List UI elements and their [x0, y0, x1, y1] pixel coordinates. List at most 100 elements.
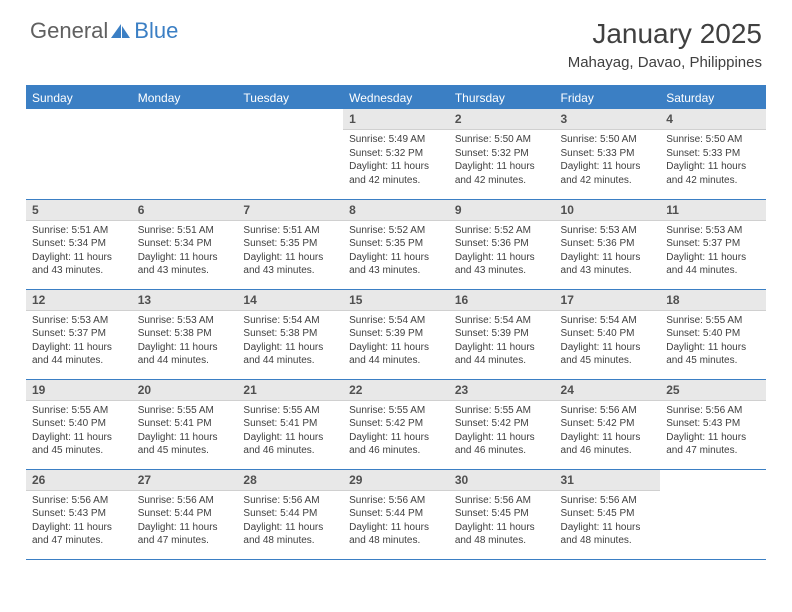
day-info: Sunrise: 5:51 AMSunset: 5:34 PMDaylight:…: [26, 221, 132, 282]
calendar-cell: 8Sunrise: 5:52 AMSunset: 5:35 PMDaylight…: [343, 199, 449, 289]
day-number: 30: [449, 470, 555, 491]
day-number: 8: [343, 200, 449, 221]
day-number: 21: [237, 380, 343, 401]
calendar-cell: .: [132, 109, 238, 199]
day-number: 5: [26, 200, 132, 221]
calendar-cell: 14Sunrise: 5:54 AMSunset: 5:38 PMDayligh…: [237, 289, 343, 379]
weekday-header: Saturday: [660, 86, 766, 109]
title-block: January 2025 Mahayag, Davao, Philippines: [568, 18, 762, 71]
brand-name-gray: General: [30, 18, 108, 44]
day-info: Sunrise: 5:56 AMSunset: 5:44 PMDaylight:…: [237, 491, 343, 552]
calendar-cell: 23Sunrise: 5:55 AMSunset: 5:42 PMDayligh…: [449, 379, 555, 469]
calendar-table: SundayMondayTuesdayWednesdayThursdayFrid…: [26, 85, 766, 560]
day-info: Sunrise: 5:50 AMSunset: 5:32 PMDaylight:…: [449, 130, 555, 191]
calendar-cell: 7Sunrise: 5:51 AMSunset: 5:35 PMDaylight…: [237, 199, 343, 289]
day-info: Sunrise: 5:55 AMSunset: 5:40 PMDaylight:…: [26, 401, 132, 462]
calendar-cell: .: [26, 109, 132, 199]
day-info: Sunrise: 5:49 AMSunset: 5:32 PMDaylight:…: [343, 130, 449, 191]
day-number: 10: [555, 200, 661, 221]
day-number: 11: [660, 200, 766, 221]
day-info: Sunrise: 5:53 AMSunset: 5:37 PMDaylight:…: [26, 311, 132, 372]
calendar-cell: 20Sunrise: 5:55 AMSunset: 5:41 PMDayligh…: [132, 379, 238, 469]
day-number: 17: [555, 290, 661, 311]
day-number: 29: [343, 470, 449, 491]
day-number: 1: [343, 109, 449, 130]
day-number: 25: [660, 380, 766, 401]
calendar-cell: 19Sunrise: 5:55 AMSunset: 5:40 PMDayligh…: [26, 379, 132, 469]
day-info: Sunrise: 5:50 AMSunset: 5:33 PMDaylight:…: [660, 130, 766, 191]
calendar-cell: .: [237, 109, 343, 199]
day-number: 2: [449, 109, 555, 130]
calendar-cell: 10Sunrise: 5:53 AMSunset: 5:36 PMDayligh…: [555, 199, 661, 289]
calendar-header-row: SundayMondayTuesdayWednesdayThursdayFrid…: [26, 86, 766, 109]
day-info: Sunrise: 5:55 AMSunset: 5:40 PMDaylight:…: [660, 311, 766, 372]
calendar-cell: 21Sunrise: 5:55 AMSunset: 5:41 PMDayligh…: [237, 379, 343, 469]
calendar-week-row: 26Sunrise: 5:56 AMSunset: 5:43 PMDayligh…: [26, 469, 766, 559]
day-info: Sunrise: 5:54 AMSunset: 5:39 PMDaylight:…: [449, 311, 555, 372]
day-info: Sunrise: 5:56 AMSunset: 5:45 PMDaylight:…: [555, 491, 661, 552]
day-number: 9: [449, 200, 555, 221]
weekday-header: Thursday: [449, 86, 555, 109]
day-info: Sunrise: 5:56 AMSunset: 5:44 PMDaylight:…: [132, 491, 238, 552]
calendar-cell: 30Sunrise: 5:56 AMSunset: 5:45 PMDayligh…: [449, 469, 555, 559]
calendar-cell: 13Sunrise: 5:53 AMSunset: 5:38 PMDayligh…: [132, 289, 238, 379]
day-info: Sunrise: 5:52 AMSunset: 5:35 PMDaylight:…: [343, 221, 449, 282]
calendar-cell: 24Sunrise: 5:56 AMSunset: 5:42 PMDayligh…: [555, 379, 661, 469]
day-info: Sunrise: 5:52 AMSunset: 5:36 PMDaylight:…: [449, 221, 555, 282]
calendar-week-row: 12Sunrise: 5:53 AMSunset: 5:37 PMDayligh…: [26, 289, 766, 379]
day-info: Sunrise: 5:56 AMSunset: 5:43 PMDaylight:…: [660, 401, 766, 462]
calendar-week-row: ...1Sunrise: 5:49 AMSunset: 5:32 PMDayli…: [26, 109, 766, 199]
day-number: 19: [26, 380, 132, 401]
calendar-cell: 9Sunrise: 5:52 AMSunset: 5:36 PMDaylight…: [449, 199, 555, 289]
day-number: 18: [660, 290, 766, 311]
day-number: 22: [343, 380, 449, 401]
day-number: 24: [555, 380, 661, 401]
calendar-week-row: 5Sunrise: 5:51 AMSunset: 5:34 PMDaylight…: [26, 199, 766, 289]
day-number: 26: [26, 470, 132, 491]
calendar-cell: 11Sunrise: 5:53 AMSunset: 5:37 PMDayligh…: [660, 199, 766, 289]
calendar-cell: 12Sunrise: 5:53 AMSunset: 5:37 PMDayligh…: [26, 289, 132, 379]
day-number: 28: [237, 470, 343, 491]
day-number: 12: [26, 290, 132, 311]
calendar-cell: 17Sunrise: 5:54 AMSunset: 5:40 PMDayligh…: [555, 289, 661, 379]
brand-sail-icon: [110, 22, 132, 40]
day-info: Sunrise: 5:54 AMSunset: 5:38 PMDaylight:…: [237, 311, 343, 372]
day-info: Sunrise: 5:56 AMSunset: 5:42 PMDaylight:…: [555, 401, 661, 462]
day-info: Sunrise: 5:55 AMSunset: 5:42 PMDaylight:…: [449, 401, 555, 462]
calendar-cell: 31Sunrise: 5:56 AMSunset: 5:45 PMDayligh…: [555, 469, 661, 559]
day-number: 14: [237, 290, 343, 311]
calendar-cell: 28Sunrise: 5:56 AMSunset: 5:44 PMDayligh…: [237, 469, 343, 559]
calendar-cell: 6Sunrise: 5:51 AMSunset: 5:34 PMDaylight…: [132, 199, 238, 289]
day-number: 23: [449, 380, 555, 401]
day-info: Sunrise: 5:53 AMSunset: 5:38 PMDaylight:…: [132, 311, 238, 372]
calendar-cell: 29Sunrise: 5:56 AMSunset: 5:44 PMDayligh…: [343, 469, 449, 559]
calendar-cell: 1Sunrise: 5:49 AMSunset: 5:32 PMDaylight…: [343, 109, 449, 199]
calendar-week-row: 19Sunrise: 5:55 AMSunset: 5:40 PMDayligh…: [26, 379, 766, 469]
day-info: Sunrise: 5:51 AMSunset: 5:34 PMDaylight:…: [132, 221, 238, 282]
day-number: 6: [132, 200, 238, 221]
day-number: 31: [555, 470, 661, 491]
weekday-header: Sunday: [26, 86, 132, 109]
weekday-header: Wednesday: [343, 86, 449, 109]
day-info: Sunrise: 5:50 AMSunset: 5:33 PMDaylight:…: [555, 130, 661, 191]
weekday-header: Tuesday: [237, 86, 343, 109]
calendar-cell: 26Sunrise: 5:56 AMSunset: 5:43 PMDayligh…: [26, 469, 132, 559]
day-info: Sunrise: 5:56 AMSunset: 5:45 PMDaylight:…: [449, 491, 555, 552]
calendar-cell: 5Sunrise: 5:51 AMSunset: 5:34 PMDaylight…: [26, 199, 132, 289]
brand-name-blue: Blue: [134, 18, 178, 44]
weekday-header: Monday: [132, 86, 238, 109]
calendar-cell: 4Sunrise: 5:50 AMSunset: 5:33 PMDaylight…: [660, 109, 766, 199]
calendar-cell: 27Sunrise: 5:56 AMSunset: 5:44 PMDayligh…: [132, 469, 238, 559]
day-number: 16: [449, 290, 555, 311]
day-info: Sunrise: 5:53 AMSunset: 5:36 PMDaylight:…: [555, 221, 661, 282]
day-number: 3: [555, 109, 661, 130]
day-info: Sunrise: 5:54 AMSunset: 5:39 PMDaylight:…: [343, 311, 449, 372]
day-number: 15: [343, 290, 449, 311]
day-info: Sunrise: 5:55 AMSunset: 5:42 PMDaylight:…: [343, 401, 449, 462]
day-info: Sunrise: 5:56 AMSunset: 5:44 PMDaylight:…: [343, 491, 449, 552]
calendar-cell: 16Sunrise: 5:54 AMSunset: 5:39 PMDayligh…: [449, 289, 555, 379]
day-info: Sunrise: 5:55 AMSunset: 5:41 PMDaylight:…: [237, 401, 343, 462]
calendar-cell: 22Sunrise: 5:55 AMSunset: 5:42 PMDayligh…: [343, 379, 449, 469]
day-number: 27: [132, 470, 238, 491]
calendar-cell: 18Sunrise: 5:55 AMSunset: 5:40 PMDayligh…: [660, 289, 766, 379]
